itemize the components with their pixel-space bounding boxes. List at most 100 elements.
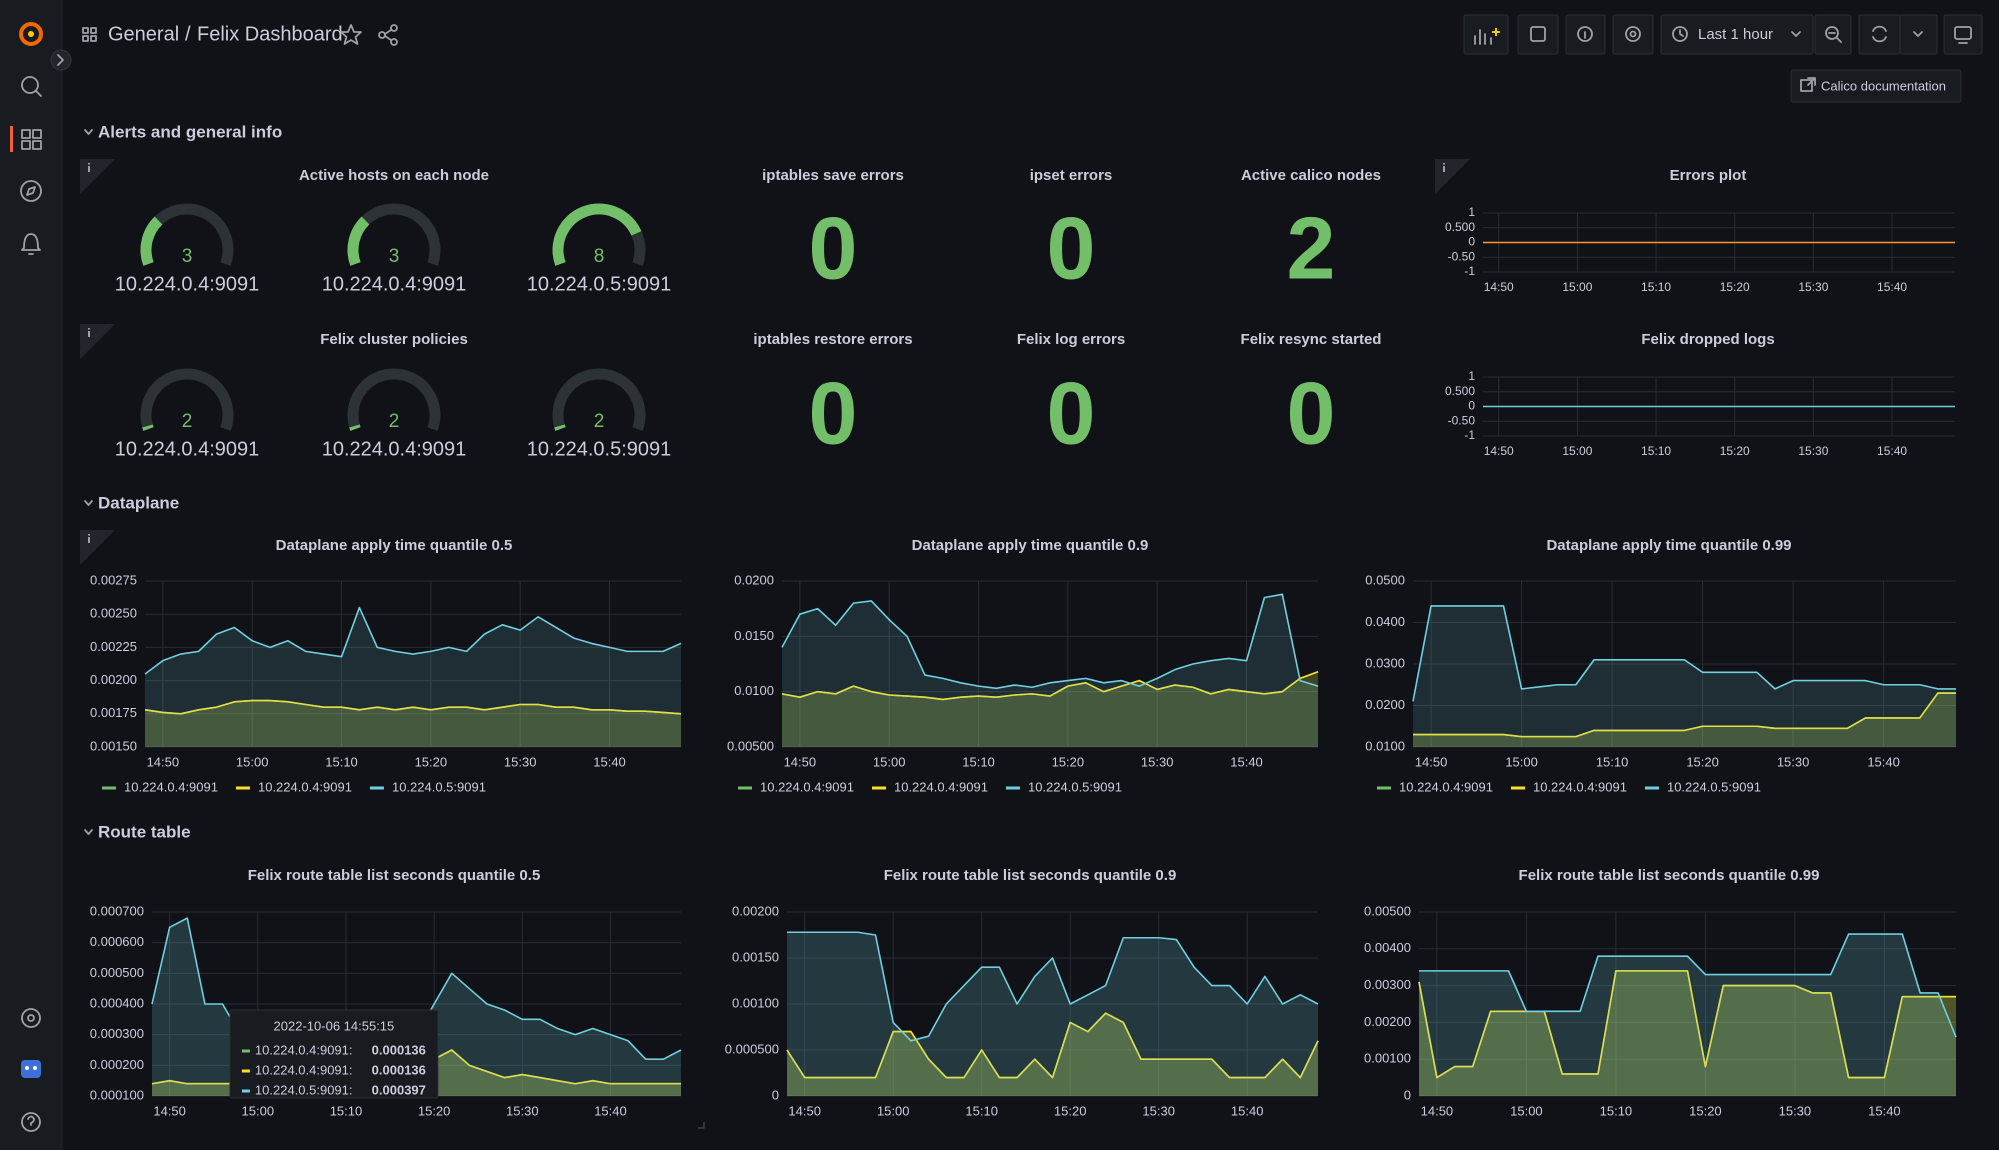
series-line bbox=[144, 606, 682, 675]
y-tick-label: 0.000100 bbox=[90, 1087, 144, 1102]
x-tick-label: 15:20 bbox=[1686, 754, 1719, 769]
y-tick-label: 0.0500 bbox=[1365, 572, 1405, 587]
panel-title: iptables save errors bbox=[762, 167, 904, 184]
tooltip-swatch bbox=[241, 1069, 250, 1073]
gauge-value-label: 2 bbox=[389, 411, 400, 432]
legend-swatch bbox=[1510, 786, 1525, 790]
info-glyphs bbox=[88, 163, 1445, 543]
dashboards-grid-icon bbox=[82, 27, 97, 42]
panel-title: Felix resync started bbox=[1241, 331, 1382, 348]
legend-label: 10.224.0.4:9091 bbox=[258, 779, 352, 794]
tv-mode-button[interactable] bbox=[1943, 14, 1983, 55]
help-icon[interactable] bbox=[21, 1112, 41, 1132]
gauge-value-label: 3 bbox=[389, 246, 400, 267]
gauge-track bbox=[347, 368, 441, 431]
tooltip-name: 10.224.0.5:9091: bbox=[255, 1082, 353, 1097]
y-tick-label: 0 bbox=[772, 1087, 779, 1102]
share-button[interactable] bbox=[378, 24, 398, 46]
x-tick-label: 15:20 bbox=[415, 754, 448, 769]
resize-handle[interactable] bbox=[698, 1122, 705, 1129]
row-title: Dataplane bbox=[98, 493, 179, 512]
panel-title: iptables restore errors bbox=[753, 331, 912, 348]
y-tick-label: 0.00200 bbox=[1364, 1014, 1411, 1029]
x-tick-label: 15:20 bbox=[418, 1103, 451, 1118]
refresh-interval[interactable] bbox=[1899, 14, 1938, 55]
y-tick-label: 0.0100 bbox=[1365, 738, 1405, 753]
x-tick-label: 15:30 bbox=[1777, 754, 1810, 769]
info-button[interactable] bbox=[1565, 14, 1606, 55]
legend-label: 10.224.0.5:9091 bbox=[1667, 779, 1761, 794]
series-area bbox=[1413, 693, 1956, 747]
y-tick-label: 0.0100 bbox=[734, 683, 774, 698]
series-area bbox=[152, 918, 681, 1096]
row-chevron[interactable] bbox=[84, 129, 93, 135]
settings-button[interactable] bbox=[1612, 14, 1654, 55]
panel-title: Dataplane apply time quantile 0.9 bbox=[912, 537, 1149, 554]
explore-icon[interactable] bbox=[20, 180, 42, 202]
legend-label: 10.224.0.4:9091 bbox=[1399, 779, 1493, 794]
search-icon[interactable] bbox=[21, 76, 42, 97]
y-tick-label: 0 bbox=[1468, 235, 1475, 249]
y-tick-label: 0.00250 bbox=[90, 606, 137, 621]
star-button[interactable] bbox=[340, 24, 362, 45]
series-area bbox=[782, 671, 1318, 747]
gauge-track bbox=[140, 368, 234, 431]
y-tick-label: 0.00500 bbox=[727, 738, 774, 753]
row-chevron[interactable] bbox=[84, 500, 93, 506]
y-tick-label: 0.00150 bbox=[90, 738, 137, 753]
panel-title: Dataplane apply time quantile 0.99 bbox=[1546, 537, 1791, 554]
x-tick-label: 15:10 bbox=[1641, 280, 1671, 294]
y-tick-label: 0.000400 bbox=[90, 995, 144, 1010]
settings-icon[interactable] bbox=[21, 1008, 41, 1028]
grafana-logo[interactable] bbox=[19, 22, 43, 46]
gauge-value bbox=[140, 216, 163, 266]
x-tick-label: 15:10 bbox=[1596, 754, 1629, 769]
series-area bbox=[145, 607, 681, 747]
legend-swatch bbox=[235, 786, 250, 790]
profile-icon[interactable] bbox=[21, 1060, 41, 1078]
panel-title: Errors plot bbox=[1670, 167, 1747, 184]
y-tick-label: 0 bbox=[1468, 399, 1475, 413]
x-tick-label: 15:30 bbox=[1798, 280, 1828, 294]
refresh-button[interactable] bbox=[1858, 14, 1901, 55]
gauge-label: 10.224.0.4:9091 bbox=[115, 438, 260, 460]
doc-link-button[interactable] bbox=[1790, 69, 1962, 103]
tooltip-swatch bbox=[241, 1089, 250, 1093]
x-tick-label: 15:10 bbox=[1600, 1103, 1633, 1118]
time-picker[interactable] bbox=[1660, 14, 1814, 55]
alerting-icon[interactable] bbox=[21, 233, 41, 255]
row-title: Route table bbox=[98, 822, 191, 841]
doc-link[interactable]: Calico documentation bbox=[1821, 78, 1946, 93]
y-tick-label: 0.00200 bbox=[732, 903, 779, 918]
time-range[interactable]: Last 1 hour bbox=[1698, 26, 1773, 43]
legend-swatch bbox=[102, 786, 116, 790]
x-tick-label: 15:20 bbox=[1689, 1103, 1722, 1118]
y-tick-label: 0.00275 bbox=[90, 572, 137, 587]
y-tick-label: 0.0200 bbox=[1365, 697, 1405, 712]
dashboard-title[interactable]: Felix Dashboard bbox=[197, 23, 343, 45]
add-panel-button[interactable] bbox=[1463, 14, 1509, 55]
y-tick-label: 0.0300 bbox=[1365, 655, 1405, 670]
sidebar-expand[interactable] bbox=[50, 49, 72, 71]
save-button[interactable] bbox=[1517, 14, 1559, 55]
breadcrumb-folder[interactable]: General bbox=[108, 23, 179, 45]
legend-swatch bbox=[1644, 786, 1659, 790]
tooltip-value: 0.000397 bbox=[372, 1082, 426, 1097]
series-line bbox=[786, 1012, 1319, 1079]
zoom-out-button[interactable] bbox=[1814, 14, 1852, 55]
dashboards-icon[interactable] bbox=[10, 126, 42, 152]
series-area bbox=[1413, 605, 1956, 747]
x-tick-label: 15:20 bbox=[1720, 444, 1750, 458]
panel-title: Active calico nodes bbox=[1241, 167, 1381, 184]
x-tick-label: 15:40 bbox=[593, 754, 626, 769]
series-area bbox=[787, 932, 1318, 1096]
x-tick-label: 15:10 bbox=[965, 1103, 998, 1118]
x-tick-label: 14:50 bbox=[153, 1103, 186, 1118]
series-area bbox=[1419, 970, 1956, 1096]
tooltip-box bbox=[229, 1009, 439, 1099]
row-chevron[interactable] bbox=[84, 829, 93, 835]
series-line bbox=[1413, 692, 1956, 738]
y-tick-label: 0.00300 bbox=[1364, 977, 1411, 992]
x-tick-label: 15:40 bbox=[1877, 444, 1907, 458]
breadcrumb-separator: / bbox=[185, 23, 191, 45]
